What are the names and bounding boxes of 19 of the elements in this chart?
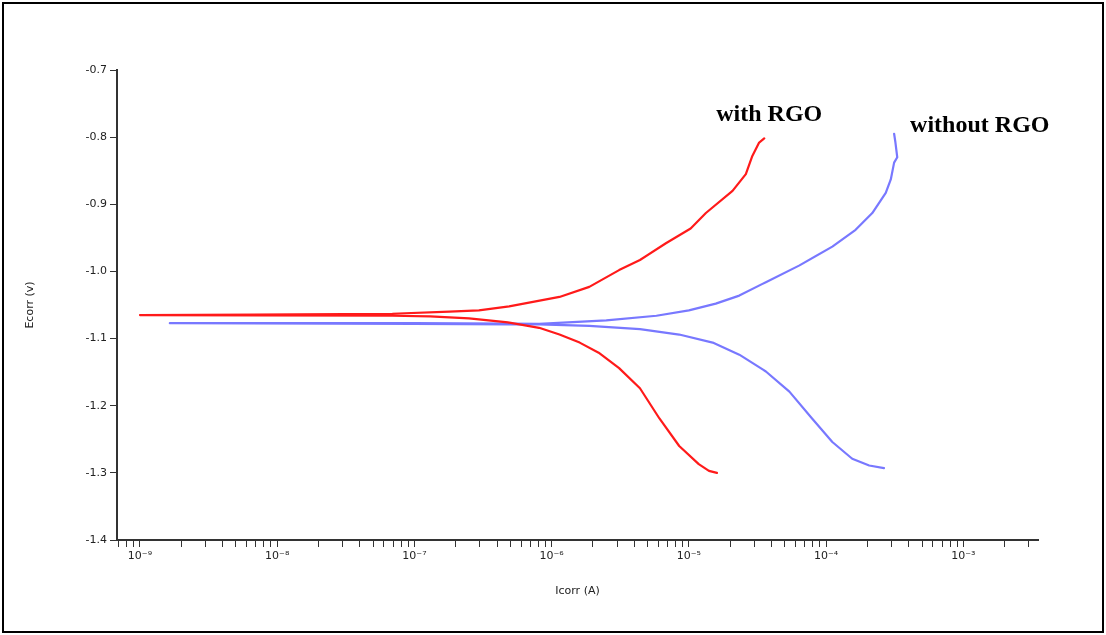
x-tick-label: 10⁻³ [951, 549, 976, 563]
x-tick-label: 10⁻⁸ [265, 549, 290, 563]
y-tick-label: -1.2 [85, 398, 107, 412]
y-axis-title: Ecorr (v) [23, 281, 37, 329]
y-tick-label: -1.1 [85, 331, 107, 345]
x-tick-label: 10⁻⁶ [539, 549, 565, 563]
x-tick-label: 10⁻⁴ [814, 549, 839, 563]
x-axis-title: Icorr (A) [555, 584, 600, 598]
y-tick-label: -0.7 [85, 62, 107, 76]
x-tick-label: 10⁻⁹ [127, 549, 153, 563]
y-tick-label: -0.9 [85, 197, 107, 211]
y-tick-label: -0.8 [85, 130, 107, 143]
series-label: without RGO [910, 110, 1050, 137]
x-tick-label: 10⁻⁵ [676, 549, 701, 563]
x-tick-label: 10⁻⁷ [402, 549, 427, 563]
series-label: with RGO [716, 99, 823, 126]
y-tick-label: -1.4 [85, 532, 107, 546]
y-tick-label: -1.3 [85, 465, 107, 479]
y-tick-label: -1.0 [85, 264, 107, 278]
